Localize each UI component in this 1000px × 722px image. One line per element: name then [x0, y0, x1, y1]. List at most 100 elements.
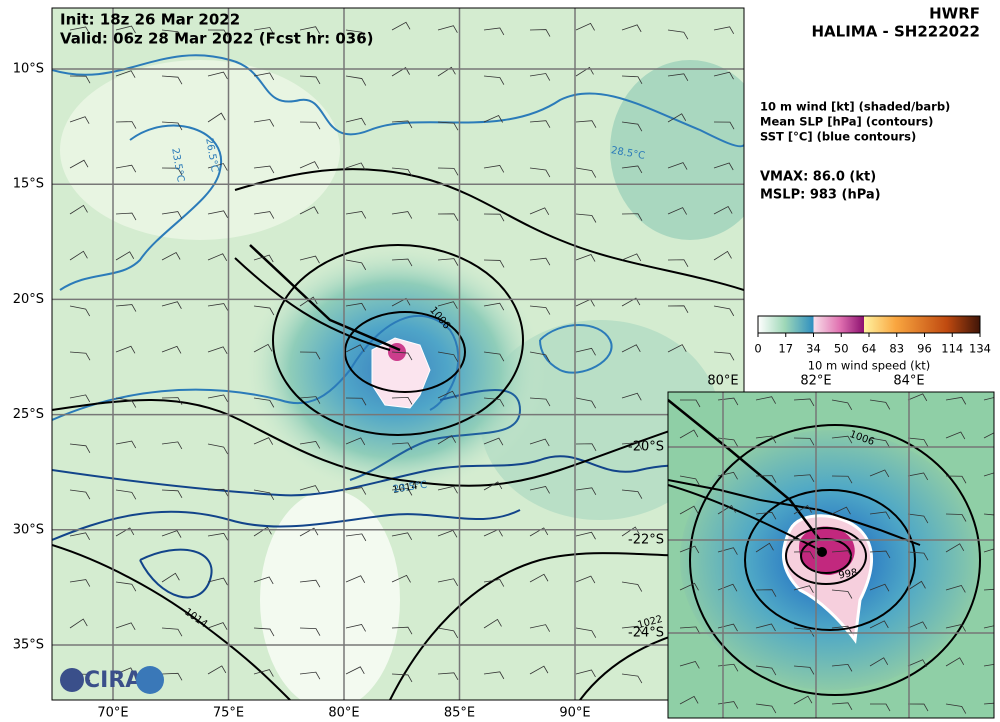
wind-barb: [253, 211, 275, 219]
wind-barb: [391, 120, 413, 129]
wind-barb: [575, 120, 597, 128]
wind-barb: [983, 432, 994, 439]
wind-barb: [621, 581, 643, 592]
wind-barb: [345, 666, 365, 675]
wind-barb: [529, 351, 551, 363]
wind-barb: [575, 254, 596, 262]
wind-barb: [667, 73, 689, 82]
wind-barb: [391, 67, 410, 77]
wind-barb: [945, 657, 965, 667]
wind-barb: [115, 622, 136, 631]
main-map: 100610141014102228.5°C23.5°C23.5°C26.5°C…: [52, 8, 744, 700]
wind-barb: [437, 121, 459, 131]
wind-barb: [207, 665, 227, 675]
wind-barb: [575, 167, 597, 178]
wind-barb: [793, 627, 815, 637]
inset-graticule: [668, 392, 994, 718]
wind-barb: [907, 621, 928, 630]
wind-barb: [115, 440, 137, 449]
wind-barb: [793, 585, 814, 593]
wind-barb: [755, 435, 777, 444]
colorbar-tick-label: 96: [917, 342, 932, 356]
wind-barb: [299, 627, 321, 636]
wind-barb: [207, 253, 228, 261]
wind-barb: [869, 550, 891, 559]
wind-barb: [69, 159, 89, 169]
wind-barb: [679, 582, 699, 591]
inset-axis-labels: 80°E 82°E 84°E -20°S -22°S -24°S: [628, 374, 925, 641]
wind-barb: [793, 474, 815, 482]
inset-slp-contours: [668, 399, 981, 696]
wind-barb: [437, 213, 459, 222]
wind-barb: [945, 543, 965, 553]
wind-barb: [437, 627, 459, 639]
wind-barb: [391, 442, 413, 451]
wind-barb: [483, 259, 505, 268]
wind-barb: [391, 351, 413, 361]
wind-barb: [831, 702, 853, 710]
wind-barb: [679, 429, 699, 439]
lon-label: 70°E: [97, 706, 128, 721]
wind-barb: [253, 627, 275, 637]
wind-barb: [755, 703, 777, 714]
wind-barb: [529, 624, 550, 632]
wind-barb: [207, 532, 229, 541]
wind-barb: [713, 26, 735, 35]
colorbar-tick-label: 0: [754, 342, 761, 356]
wind-barb: [869, 620, 889, 629]
wind-barb: [667, 113, 687, 123]
inset-eyewall: [799, 526, 855, 575]
wind-barb: [575, 669, 596, 678]
wind-barb: [713, 205, 733, 215]
wind-barb: [161, 441, 183, 450]
wind-barb: [345, 624, 366, 632]
wind-barb: [983, 663, 994, 667]
wind-barb: [115, 212, 137, 221]
wind-barb: [299, 121, 321, 130]
wind-barb: [391, 211, 413, 219]
wind-barb: [793, 665, 815, 675]
wind-barb: [391, 297, 411, 307]
wind-barb: [437, 578, 459, 586]
colorbar-tick-label: 134: [969, 342, 991, 356]
wind-barb: [253, 669, 274, 677]
wind-barb: [69, 394, 91, 403]
wind-barb: [529, 665, 549, 675]
wind-barb: [253, 27, 275, 35]
wind-barb: [161, 167, 183, 176]
wind-barb: [831, 475, 853, 484]
wind-barb: [831, 435, 853, 444]
wind-barb: [983, 588, 994, 591]
wind-barb: [575, 627, 597, 638]
wind-barb: [483, 351, 505, 362]
wind-barb: [793, 398, 815, 407]
wind-barb: [161, 627, 183, 637]
wind-barb: [755, 589, 777, 597]
wind-barb: [755, 475, 777, 483]
wind-barb: [713, 71, 734, 80]
wind-barb: [529, 573, 549, 583]
wind-barb: [207, 346, 228, 355]
wind-barb: [207, 622, 228, 630]
wind-barb: [437, 258, 459, 266]
wind-barb: [621, 75, 643, 84]
legend-line: 10 m wind [kt] (shaded/barb): [760, 100, 950, 114]
wind-barb: [299, 351, 321, 360]
wind-barb: [253, 489, 275, 501]
wind-barb: [345, 575, 366, 583]
colorbar-tick-label: 17: [778, 342, 793, 356]
wind-barb: [529, 120, 551, 128]
storm-name: HALIMA - SH222022: [812, 23, 981, 41]
wind-barb: [755, 623, 776, 632]
wind-barb: [679, 626, 701, 635]
wind-barb: [529, 486, 550, 494]
model-name: HWRF: [929, 5, 980, 23]
wind-barb: [621, 253, 642, 262]
wind-barb: [983, 625, 994, 629]
wind-barb: [575, 66, 594, 77]
wind-barb: [869, 511, 891, 520]
wind-barb: [621, 344, 641, 353]
wind-barb: [483, 27, 505, 36]
shade: [260, 490, 400, 700]
inset-lat-label: -20°S: [628, 440, 664, 455]
